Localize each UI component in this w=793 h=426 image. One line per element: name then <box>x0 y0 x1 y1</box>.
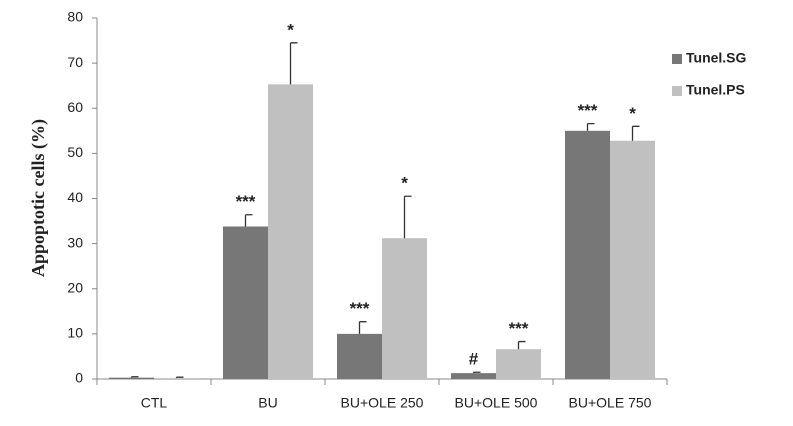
annotation: * <box>287 20 294 39</box>
y-tick-label: 80 <box>67 9 83 25</box>
bar <box>268 84 313 380</box>
annotation: * <box>629 104 636 123</box>
annotation: *** <box>578 101 598 120</box>
annotation: # <box>469 350 479 369</box>
error-bar <box>175 376 184 379</box>
error-bar <box>244 214 253 227</box>
x-tick-label: BU+OLE 750 <box>569 395 652 411</box>
y-tick-label: 50 <box>67 144 83 160</box>
bar <box>610 140 655 379</box>
y-tick-label: 10 <box>67 325 83 341</box>
error-bar <box>472 371 481 374</box>
x-tick-label: BU+OLE 250 <box>341 395 424 411</box>
error-bar <box>586 122 595 131</box>
error-bar <box>130 376 139 378</box>
bar <box>109 377 154 379</box>
error-bar <box>631 125 640 141</box>
error-bar <box>358 321 367 334</box>
error-bar <box>517 340 526 350</box>
error-bar <box>403 195 412 239</box>
legend-label: Tunel.SG <box>686 50 747 66</box>
annotation: *** <box>350 299 370 318</box>
x-tick-label: BU <box>258 395 277 411</box>
bar <box>565 130 610 379</box>
y-tick-label: 60 <box>67 99 83 115</box>
bar <box>451 373 496 379</box>
y-tick-label: 40 <box>67 189 83 205</box>
y-axis-label: Appoptotic cells (%) <box>28 119 49 277</box>
x-tick-label: BU+OLE 500 <box>455 395 538 411</box>
error-bar <box>289 42 298 85</box>
legend-swatch <box>672 54 682 64</box>
annotation: *** <box>236 192 256 211</box>
y-tick-label: 30 <box>67 234 83 250</box>
bar <box>496 349 541 379</box>
bar <box>154 378 199 379</box>
annotation: *** <box>509 319 529 338</box>
y-tick-label: 70 <box>67 54 83 70</box>
legend-swatch <box>672 86 682 96</box>
bar <box>223 226 268 379</box>
bar <box>337 333 382 379</box>
y-tick-label: 0 <box>75 370 83 386</box>
x-tick-label: CTL <box>141 395 168 411</box>
y-tick-label: 20 <box>67 279 83 295</box>
annotation: * <box>401 174 408 193</box>
bar <box>382 238 427 379</box>
legend-label: Tunel.PS <box>686 82 745 98</box>
